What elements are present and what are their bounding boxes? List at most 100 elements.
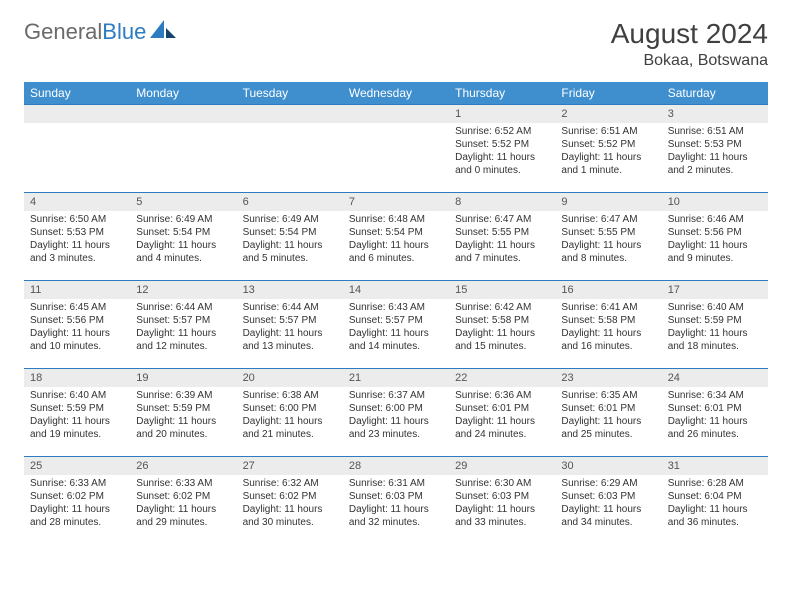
calendar-cell: 8Sunrise: 6:47 AMSunset: 5:55 PMDaylight…	[449, 192, 555, 280]
day-body: Sunrise: 6:37 AMSunset: 6:00 PMDaylight:…	[343, 387, 449, 445]
daylight-text: Daylight: 11 hours and 33 minutes.	[455, 503, 549, 529]
daylight-text: Daylight: 11 hours and 26 minutes.	[668, 415, 762, 441]
day-number: 17	[662, 280, 768, 299]
sunrise-text: Sunrise: 6:43 AM	[349, 301, 443, 314]
day-body: Sunrise: 6:32 AMSunset: 6:02 PMDaylight:…	[237, 475, 343, 533]
day-body: Sunrise: 6:45 AMSunset: 5:56 PMDaylight:…	[24, 299, 130, 357]
daylight-text: Daylight: 11 hours and 19 minutes.	[30, 415, 124, 441]
sunset-text: Sunset: 5:53 PM	[668, 138, 762, 151]
day-number: 18	[24, 368, 130, 387]
day-header: Monday	[130, 82, 236, 104]
sunset-text: Sunset: 5:57 PM	[349, 314, 443, 327]
calendar-cell: 7Sunrise: 6:48 AMSunset: 5:54 PMDaylight…	[343, 192, 449, 280]
calendar-cell: 10Sunrise: 6:46 AMSunset: 5:56 PMDayligh…	[662, 192, 768, 280]
day-number	[237, 104, 343, 123]
sunset-text: Sunset: 5:58 PM	[455, 314, 549, 327]
daylight-text: Daylight: 11 hours and 10 minutes.	[30, 327, 124, 353]
day-body: Sunrise: 6:39 AMSunset: 5:59 PMDaylight:…	[130, 387, 236, 445]
daylight-text: Daylight: 11 hours and 2 minutes.	[668, 151, 762, 177]
day-body: Sunrise: 6:29 AMSunset: 6:03 PMDaylight:…	[555, 475, 661, 533]
sunset-text: Sunset: 5:55 PM	[455, 226, 549, 239]
sunrise-text: Sunrise: 6:49 AM	[136, 213, 230, 226]
day-body: Sunrise: 6:46 AMSunset: 5:56 PMDaylight:…	[662, 211, 768, 269]
day-body: Sunrise: 6:31 AMSunset: 6:03 PMDaylight:…	[343, 475, 449, 533]
day-number: 11	[24, 280, 130, 299]
calendar-cell: 29Sunrise: 6:30 AMSunset: 6:03 PMDayligh…	[449, 456, 555, 544]
calendar-table: SundayMondayTuesdayWednesdayThursdayFrid…	[24, 82, 768, 544]
day-header: Tuesday	[237, 82, 343, 104]
sunrise-text: Sunrise: 6:50 AM	[30, 213, 124, 226]
calendar-cell: 1Sunrise: 6:52 AMSunset: 5:52 PMDaylight…	[449, 104, 555, 192]
calendar-cell: 28Sunrise: 6:31 AMSunset: 6:03 PMDayligh…	[343, 456, 449, 544]
day-body	[130, 123, 236, 129]
daylight-text: Daylight: 11 hours and 16 minutes.	[561, 327, 655, 353]
daylight-text: Daylight: 11 hours and 7 minutes.	[455, 239, 549, 265]
day-body: Sunrise: 6:41 AMSunset: 5:58 PMDaylight:…	[555, 299, 661, 357]
daylight-text: Daylight: 11 hours and 34 minutes.	[561, 503, 655, 529]
sunrise-text: Sunrise: 6:47 AM	[561, 213, 655, 226]
calendar-cell: 17Sunrise: 6:40 AMSunset: 5:59 PMDayligh…	[662, 280, 768, 368]
sunrise-text: Sunrise: 6:51 AM	[668, 125, 762, 138]
day-body: Sunrise: 6:43 AMSunset: 5:57 PMDaylight:…	[343, 299, 449, 357]
day-body: Sunrise: 6:52 AMSunset: 5:52 PMDaylight:…	[449, 123, 555, 181]
calendar-cell: 24Sunrise: 6:34 AMSunset: 6:01 PMDayligh…	[662, 368, 768, 456]
day-body	[237, 123, 343, 129]
logo: GeneralBlue	[24, 18, 176, 46]
calendar-cell: 11Sunrise: 6:45 AMSunset: 5:56 PMDayligh…	[24, 280, 130, 368]
calendar-week: 18Sunrise: 6:40 AMSunset: 5:59 PMDayligh…	[24, 368, 768, 456]
day-header: Thursday	[449, 82, 555, 104]
sunset-text: Sunset: 5:56 PM	[668, 226, 762, 239]
calendar-cell	[130, 104, 236, 192]
sunrise-text: Sunrise: 6:40 AM	[668, 301, 762, 314]
sunrise-text: Sunrise: 6:40 AM	[30, 389, 124, 402]
sunset-text: Sunset: 5:54 PM	[136, 226, 230, 239]
calendar-cell	[237, 104, 343, 192]
sunset-text: Sunset: 6:04 PM	[668, 490, 762, 503]
day-number: 3	[662, 104, 768, 123]
calendar-cell: 26Sunrise: 6:33 AMSunset: 6:02 PMDayligh…	[130, 456, 236, 544]
calendar-cell: 9Sunrise: 6:47 AMSunset: 5:55 PMDaylight…	[555, 192, 661, 280]
calendar-cell: 16Sunrise: 6:41 AMSunset: 5:58 PMDayligh…	[555, 280, 661, 368]
sunrise-text: Sunrise: 6:34 AM	[668, 389, 762, 402]
day-number: 4	[24, 192, 130, 211]
day-body: Sunrise: 6:48 AMSunset: 5:54 PMDaylight:…	[343, 211, 449, 269]
day-number: 30	[555, 456, 661, 475]
daylight-text: Daylight: 11 hours and 20 minutes.	[136, 415, 230, 441]
day-body: Sunrise: 6:33 AMSunset: 6:02 PMDaylight:…	[130, 475, 236, 533]
sunrise-text: Sunrise: 6:33 AM	[136, 477, 230, 490]
sunrise-text: Sunrise: 6:45 AM	[30, 301, 124, 314]
calendar-cell	[343, 104, 449, 192]
calendar-week: 25Sunrise: 6:33 AMSunset: 6:02 PMDayligh…	[24, 456, 768, 544]
sunrise-text: Sunrise: 6:39 AM	[136, 389, 230, 402]
sunset-text: Sunset: 6:03 PM	[349, 490, 443, 503]
sunrise-text: Sunrise: 6:41 AM	[561, 301, 655, 314]
calendar-cell: 31Sunrise: 6:28 AMSunset: 6:04 PMDayligh…	[662, 456, 768, 544]
day-number: 27	[237, 456, 343, 475]
calendar-cell: 20Sunrise: 6:38 AMSunset: 6:00 PMDayligh…	[237, 368, 343, 456]
day-body: Sunrise: 6:50 AMSunset: 5:53 PMDaylight:…	[24, 211, 130, 269]
sunset-text: Sunset: 6:01 PM	[455, 402, 549, 415]
sunrise-text: Sunrise: 6:29 AM	[561, 477, 655, 490]
calendar-cell: 12Sunrise: 6:44 AMSunset: 5:57 PMDayligh…	[130, 280, 236, 368]
daylight-text: Daylight: 11 hours and 13 minutes.	[243, 327, 337, 353]
day-header: Sunday	[24, 82, 130, 104]
sunrise-text: Sunrise: 6:30 AM	[455, 477, 549, 490]
calendar-cell	[24, 104, 130, 192]
sunrise-text: Sunrise: 6:52 AM	[455, 125, 549, 138]
daylight-text: Daylight: 11 hours and 6 minutes.	[349, 239, 443, 265]
day-number	[24, 104, 130, 123]
daylight-text: Daylight: 11 hours and 8 minutes.	[561, 239, 655, 265]
sunset-text: Sunset: 5:54 PM	[243, 226, 337, 239]
sunset-text: Sunset: 5:56 PM	[30, 314, 124, 327]
calendar-cell: 18Sunrise: 6:40 AMSunset: 5:59 PMDayligh…	[24, 368, 130, 456]
day-body: Sunrise: 6:44 AMSunset: 5:57 PMDaylight:…	[130, 299, 236, 357]
day-number	[343, 104, 449, 123]
daylight-text: Daylight: 11 hours and 4 minutes.	[136, 239, 230, 265]
month-title: August 2024	[611, 18, 768, 50]
sunrise-text: Sunrise: 6:44 AM	[243, 301, 337, 314]
sunset-text: Sunset: 5:58 PM	[561, 314, 655, 327]
day-number: 31	[662, 456, 768, 475]
day-number: 12	[130, 280, 236, 299]
day-body: Sunrise: 6:49 AMSunset: 5:54 PMDaylight:…	[130, 211, 236, 269]
day-body: Sunrise: 6:51 AMSunset: 5:52 PMDaylight:…	[555, 123, 661, 181]
